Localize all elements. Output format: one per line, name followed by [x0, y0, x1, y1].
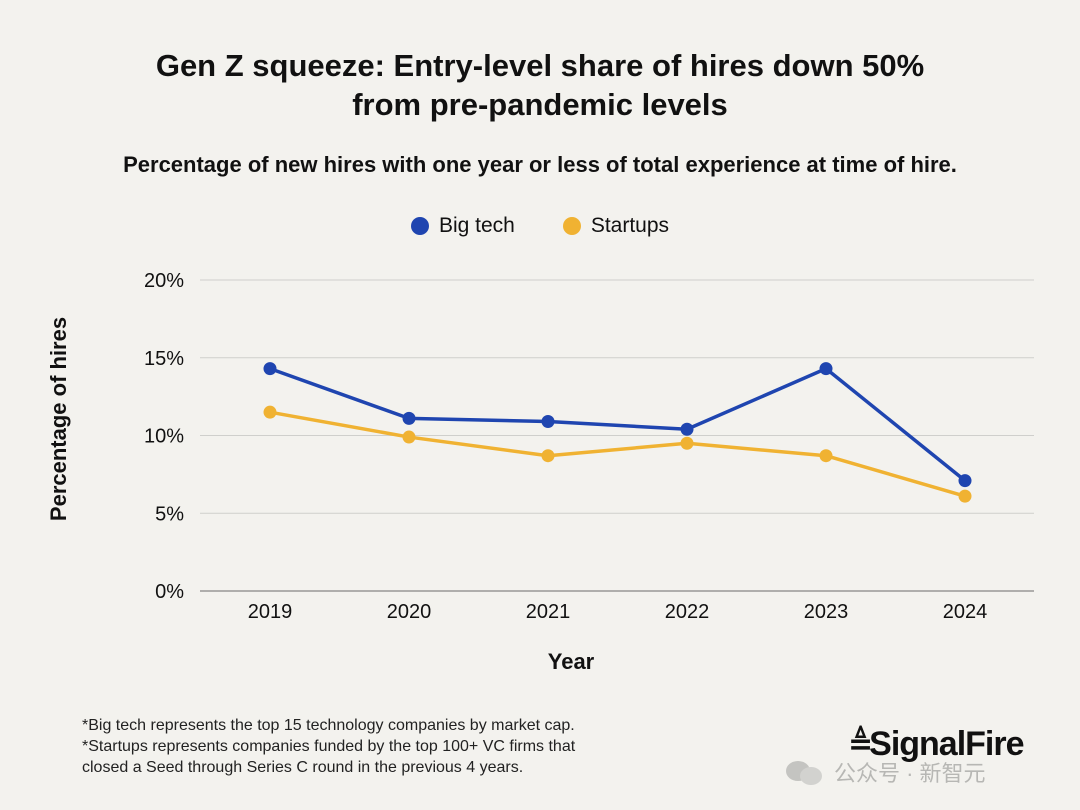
legend-item-big-tech: Big tech [410, 214, 515, 238]
data-point-big-tech-2022 [680, 422, 694, 436]
data-point-startups-2024 [958, 489, 972, 503]
footnote-2: *Startups represents companies funded by… [82, 738, 576, 755]
y-tick-label: 5% [155, 503, 184, 525]
x-tick-label-2024: 2024 [943, 601, 988, 623]
x-tick-label-2020: 2020 [387, 601, 432, 623]
legend-marker-startups [562, 217, 581, 235]
data-point-big-tech-2023 [819, 362, 833, 376]
y-tick-label: 0% [155, 581, 184, 603]
data-point-startups-2020 [402, 430, 416, 444]
y-axis-title: Percentage of hires [46, 317, 71, 521]
x-axis-title: Year [548, 649, 595, 674]
watermark-text: 公众号 · 新智元 [834, 761, 986, 786]
chart-subtitle: Percentage of new hires with one year or… [123, 152, 957, 177]
data-point-startups-2021 [541, 449, 555, 463]
x-tick-label-2023: 2023 [804, 601, 849, 623]
logo-text: SignalFire [869, 725, 1024, 763]
legend-marker-big-tech [410, 217, 429, 235]
series-line-startups [268, 410, 967, 498]
data-point-startups-2023 [819, 449, 833, 463]
footnote-1: *Big tech represents the top 15 technolo… [82, 717, 575, 734]
x-tick-label-2022: 2022 [665, 601, 710, 623]
data-point-big-tech-2024 [958, 474, 972, 488]
series-line-big-tech [268, 366, 967, 483]
data-point-big-tech-2020 [402, 411, 416, 425]
title-line-1: Gen Z squeeze: Entry-level share of hire… [155, 48, 925, 83]
data-point-big-tech-2021 [541, 415, 555, 429]
x-tick-label-2021: 2021 [526, 601, 571, 623]
x-tick-label-2019: 2019 [248, 601, 293, 623]
watermark: 公众号 · 新智元 [786, 756, 986, 788]
legend-item-startups: Startups [562, 214, 670, 238]
y-tick-label: 10% [144, 426, 184, 448]
chart-title: Gen Z squeeze: Entry-level share of hire… [0, 46, 1080, 124]
y-tick-label: 20% [144, 270, 184, 292]
data-point-startups-2022 [680, 436, 694, 450]
footnote-3: closed a Seed through Series C round in … [82, 759, 524, 776]
title-line-2: from pre-pandemic levels [352, 87, 728, 122]
data-point-big-tech-2019 [263, 362, 277, 376]
legend-label-startups: Startups [590, 214, 670, 237]
wechat-icon [786, 759, 826, 785]
footnotes: *Big tech represents the top 15 technolo… [82, 715, 575, 778]
y-tick-label: 15% [144, 348, 184, 370]
signalfire-logo: ≜ SignalFire [848, 725, 1025, 764]
legend: Big tech Startups [0, 214, 1080, 238]
data-point-startups-2019 [263, 405, 277, 419]
legend-label-big-tech: Big tech [438, 214, 515, 237]
